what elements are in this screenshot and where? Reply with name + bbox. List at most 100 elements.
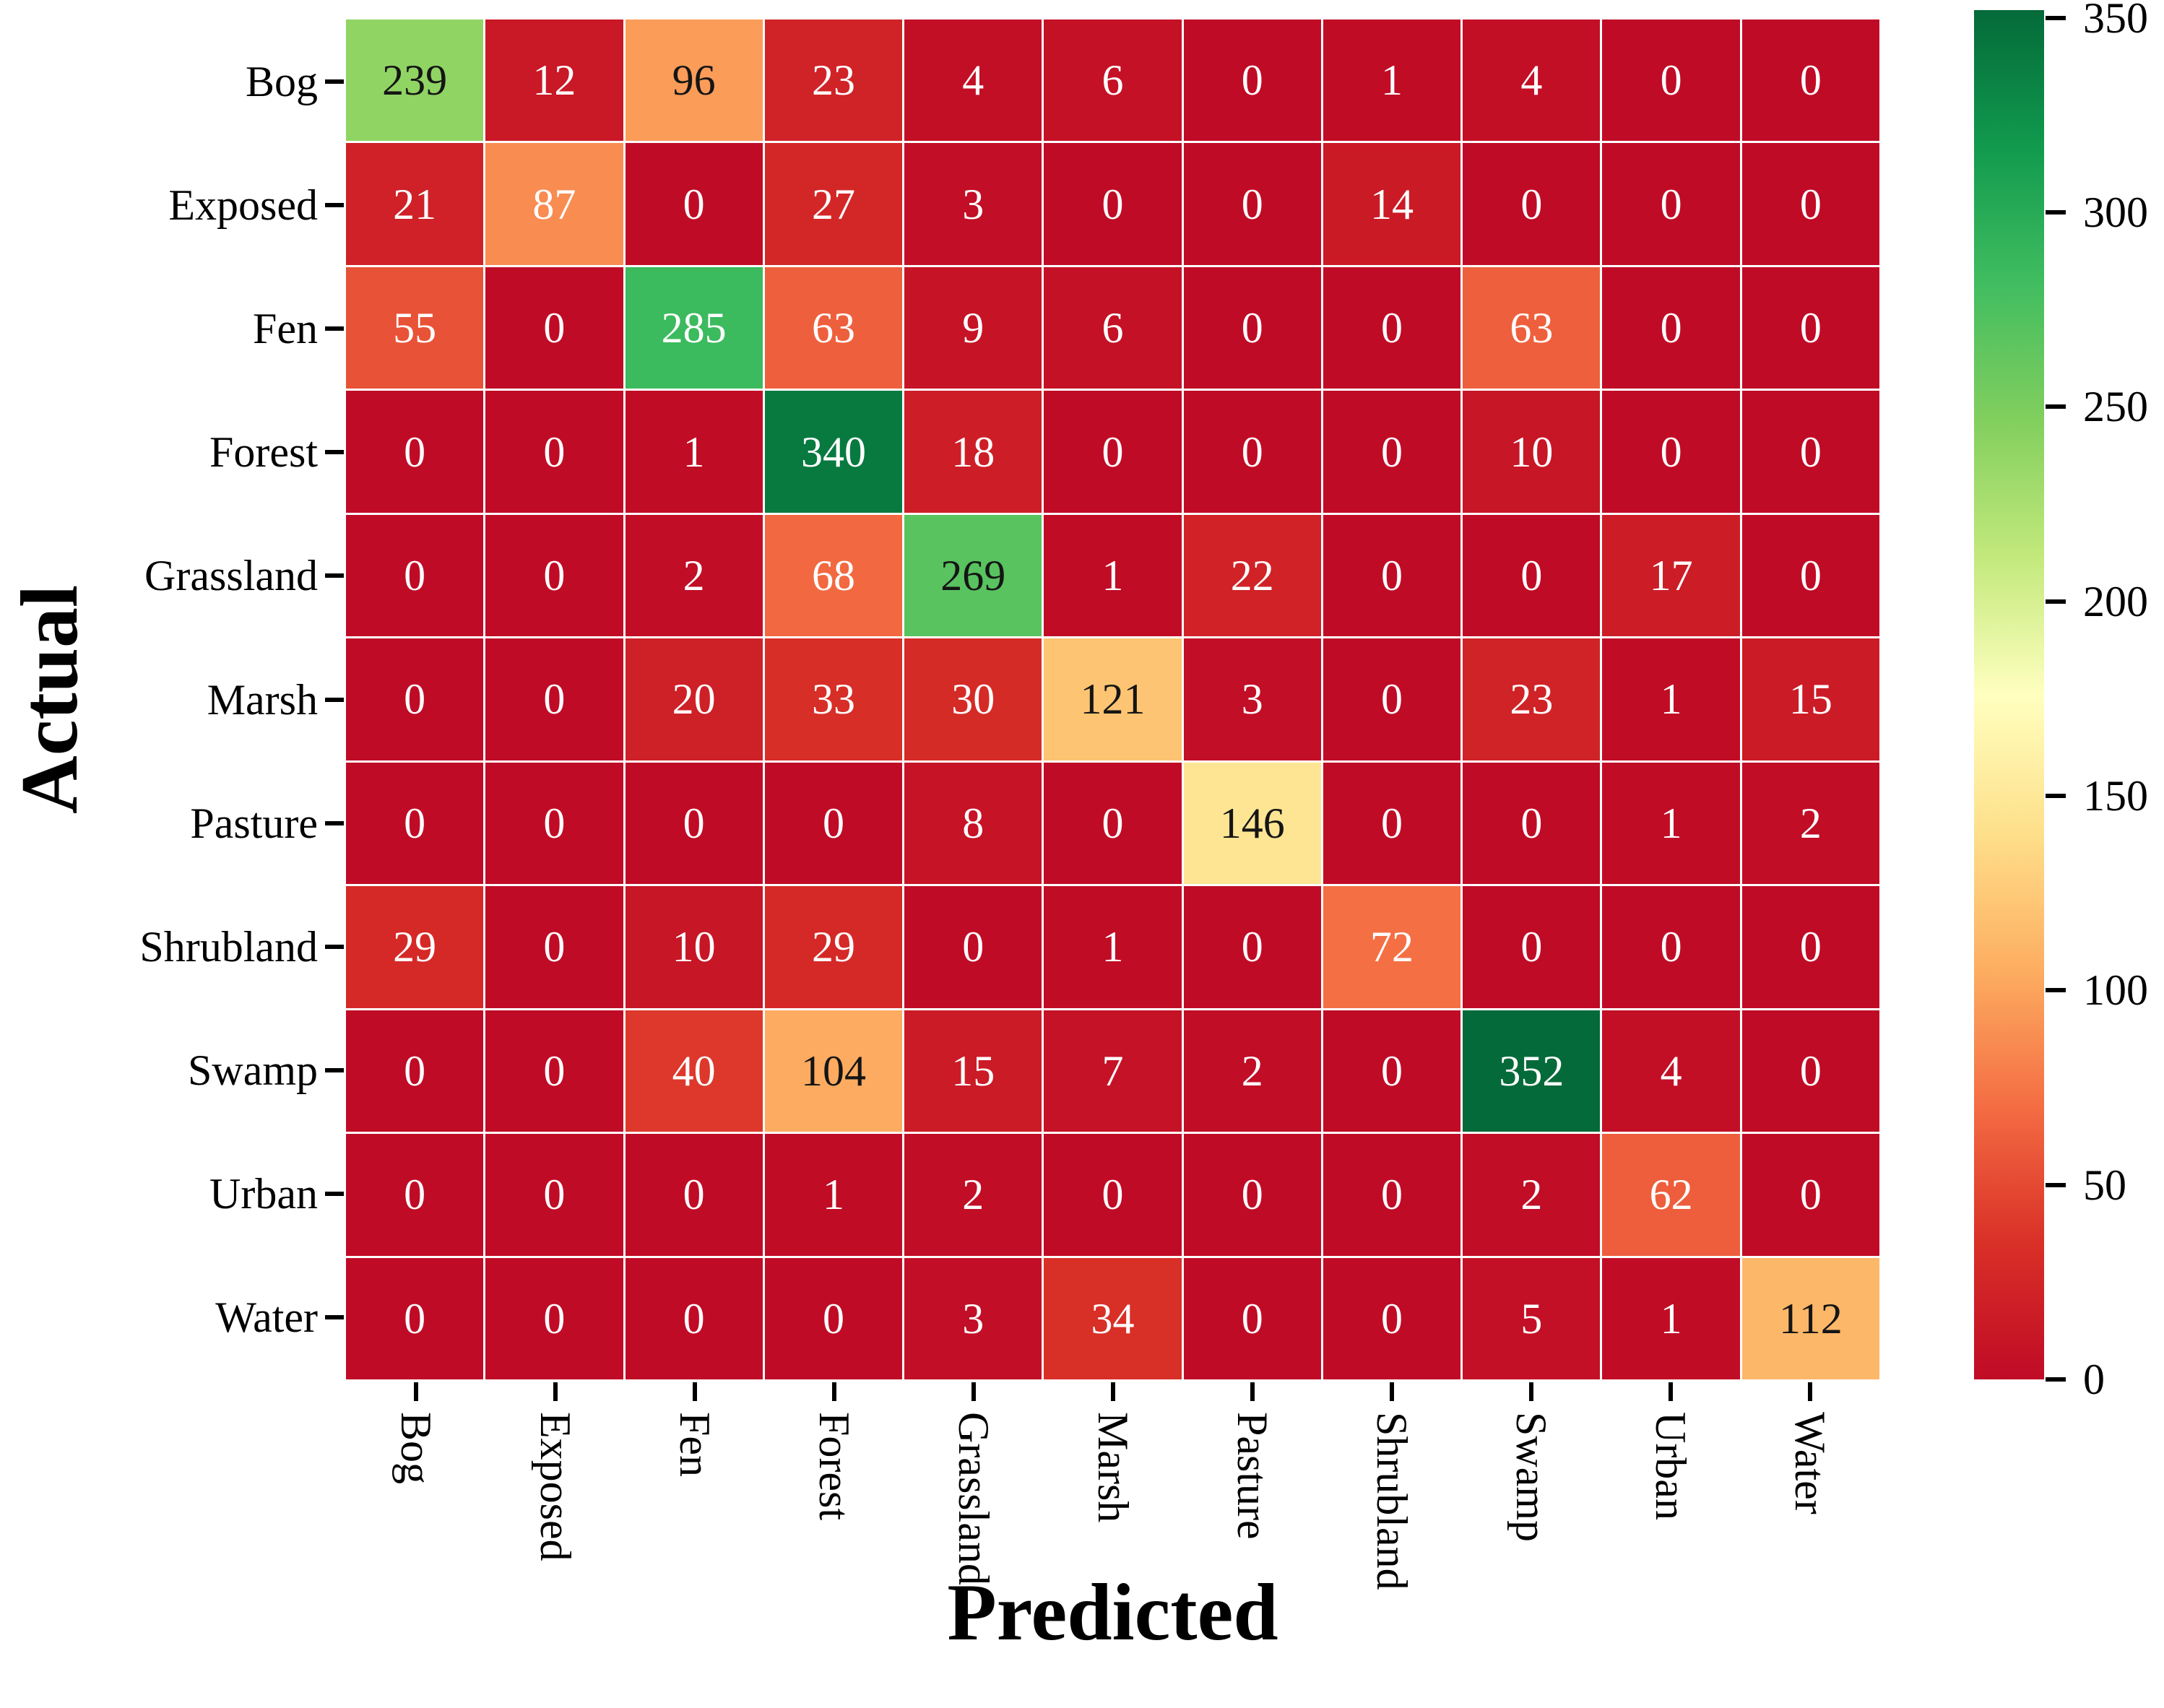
heatmap-cell-Forest-Swamp: 10	[1463, 391, 1601, 513]
y-tick-label-Water: Water	[215, 1293, 318, 1342]
heatmap-cell-Fen-Forest: 63	[764, 266, 903, 389]
heatmap-cell-Shrubland-Fen: 10	[625, 886, 763, 1008]
heatmap-cell-Swamp-Bog: 0	[346, 1010, 484, 1132]
colorbar-tick-label-200: 200	[2083, 577, 2148, 625]
colorbar-tick-mark	[2046, 599, 2066, 604]
y-tick-label-Swamp: Swamp	[188, 1046, 318, 1095]
heatmap-cell-Marsh-Grassland: 30	[904, 638, 1042, 760]
colorbar-tick-label-300: 300	[2083, 188, 2148, 237]
heatmap-cell-Pasture-Urban: 1	[1602, 762, 1740, 885]
colorbar-tick-mark	[2046, 404, 2066, 409]
y-tick-label-Pasture: Pasture	[190, 799, 318, 847]
heatmap-cell-Swamp-Shrubland: 0	[1323, 1010, 1461, 1132]
heatmap-cell-Shrubland-Bog: 29	[346, 886, 484, 1008]
y-tick-label-Grassland: Grassland	[144, 552, 318, 600]
heatmap-cell-Exposed-Shrubland: 14	[1323, 143, 1461, 265]
y-tick-mark	[325, 1068, 344, 1073]
heatmap-cell-Exposed-Forest: 27	[764, 143, 903, 265]
colorbar-tick-mark	[2046, 1182, 2066, 1187]
heatmap-cell-Exposed-Marsh: 0	[1044, 143, 1182, 265]
heatmap-cell-Fen-Urban: 0	[1602, 266, 1740, 389]
heatmap-cell-Grassland-Forest: 68	[764, 514, 903, 637]
x-tick-label-Exposed: Exposed	[531, 1412, 579, 1561]
heatmap-cell-Pasture-Fen: 0	[625, 762, 763, 885]
colorbar-tick-label-350: 350	[2083, 0, 2148, 42]
heatmap-cell-Water-Pasture: 0	[1183, 1257, 1321, 1379]
y-tick-label-Bog: Bog	[245, 57, 318, 105]
colorbar-tick-label-0: 0	[2083, 1356, 2105, 1403]
heatmap-cell-Shrubland-Shrubland: 72	[1323, 886, 1461, 1008]
heatmap-cell-Water-Grassland: 3	[904, 1257, 1042, 1379]
heatmap-cell-Marsh-Shrubland: 0	[1323, 638, 1461, 760]
x-tick-label-Urban: Urban	[1646, 1412, 1695, 1520]
x-tick-label-Marsh: Marsh	[1089, 1412, 1137, 1523]
colorbar-tick-mark	[2046, 1377, 2066, 1382]
x-tick-mark	[971, 1382, 976, 1401]
y-tick-mark	[325, 202, 344, 207]
heatmap-cell-Bog-Exposed: 12	[485, 19, 623, 142]
heatmap-cell-Grassland-Exposed: 0	[485, 514, 623, 637]
heatmap-cell-Bog-Water: 0	[1741, 19, 1879, 142]
heatmap-cell-Water-Swamp: 5	[1463, 1257, 1601, 1379]
heatmap-cell-Exposed-Fen: 0	[625, 143, 763, 265]
heatmap-cell-Shrubland-Pasture: 0	[1183, 886, 1321, 1008]
heatmap-cell-Forest-Fen: 1	[625, 391, 763, 513]
heatmap-cell-Swamp-Water: 0	[1741, 1010, 1879, 1132]
heatmap-cell-Grassland-Water: 0	[1741, 514, 1879, 637]
heatmap-cell-Urban-Forest: 1	[764, 1134, 903, 1256]
heatmap-cell-Fen-Shrubland: 0	[1323, 266, 1461, 389]
heatmap-cell-Grassland-Shrubland: 0	[1323, 514, 1461, 637]
heatmap-cell-Water-Urban: 1	[1602, 1257, 1740, 1379]
heatmap-cell-Swamp-Forest: 104	[764, 1010, 903, 1132]
heatmap-cell-Water-Fen: 0	[625, 1257, 763, 1379]
colorbar-tick-mark	[2046, 210, 2066, 215]
heatmap-cell-Forest-Water: 0	[1741, 391, 1879, 513]
heatmap-cell-Urban-Grassland: 2	[904, 1134, 1042, 1256]
heatmap-cell-Urban-Exposed: 0	[485, 1134, 623, 1256]
heatmap-cell-Bog-Fen: 96	[625, 19, 763, 142]
x-tick-label-Grassland: Grassland	[949, 1412, 997, 1585]
heatmap-cell-Pasture-Bog: 0	[346, 762, 484, 885]
heatmap-cell-Forest-Pasture: 0	[1183, 391, 1321, 513]
y-tick-mark	[325, 697, 344, 702]
heatmap-cell-Water-Shrubland: 0	[1323, 1257, 1461, 1379]
colorbar-tick-label-150: 150	[2083, 772, 2148, 820]
x-axis-title: Predicted	[947, 1568, 1278, 1657]
heatmap-cell-Marsh-Pasture: 3	[1183, 638, 1321, 760]
heatmap-cell-Pasture-Forest: 0	[764, 762, 903, 885]
colorbar-tick-label-250: 250	[2083, 383, 2148, 431]
heatmap-cell-Swamp-Fen: 40	[625, 1010, 763, 1132]
heatmap-cell-Fen-Swamp: 63	[1463, 266, 1601, 389]
heatmap-cell-Grassland-Urban: 17	[1602, 514, 1740, 637]
heatmap-cell-Pasture-Exposed: 0	[485, 762, 623, 885]
heatmap-cell-Swamp-Pasture: 2	[1183, 1010, 1321, 1132]
heatmap-cell-Marsh-Water: 15	[1741, 638, 1879, 760]
heatmap-cell-Water-Bog: 0	[346, 1257, 484, 1379]
heatmap-cell-Forest-Grassland: 18	[904, 391, 1042, 513]
heatmap-cell-Fen-Fen: 285	[625, 266, 763, 389]
heatmap-cell-Forest-Urban: 0	[1602, 391, 1740, 513]
heatmap-cell-Water-Exposed: 0	[485, 1257, 623, 1379]
heatmap-cell-Pasture-Water: 2	[1741, 762, 1879, 885]
heatmap-cell-Urban-Urban: 62	[1602, 1134, 1740, 1256]
heatmap-cell-Fen-Exposed: 0	[485, 266, 623, 389]
heatmap-cell-Grassland-Swamp: 0	[1463, 514, 1601, 637]
heatmap-cell-Fen-Marsh: 6	[1044, 266, 1182, 389]
heatmap-cell-Pasture-Shrubland: 0	[1323, 762, 1461, 885]
heatmap-cell-Exposed-Pasture: 0	[1183, 143, 1321, 265]
heatmap-cell-Pasture-Pasture: 146	[1183, 762, 1321, 885]
heatmap-cell-Urban-Pasture: 0	[1183, 1134, 1321, 1256]
x-tick-label-Fen: Fen	[670, 1412, 719, 1477]
y-tick-mark	[325, 1315, 344, 1320]
heatmap-cell-Urban-Fen: 0	[625, 1134, 763, 1256]
heatmap-grid: 239 12 96 23 4 6 0 1 4 0 0 21 87 0 27 3 0 0 14 0 0 0 55 0 285 63 9…	[346, 19, 1879, 1379]
heatmap-cell-Shrubland-Forest: 29	[764, 886, 903, 1008]
colorbar-tick-label-100: 100	[2083, 966, 2148, 1015]
heatmap-cell-Fen-Grassland: 9	[904, 266, 1042, 389]
y-tick-label-Shrubland: Shrubland	[139, 922, 318, 971]
y-tick-label-Exposed: Exposed	[168, 181, 318, 229]
x-tick-mark	[1668, 1382, 1673, 1401]
heatmap-cell-Shrubland-Exposed: 0	[485, 886, 623, 1008]
x-tick-mark	[1389, 1382, 1394, 1401]
colorbar-tick-mark	[2046, 988, 2066, 993]
